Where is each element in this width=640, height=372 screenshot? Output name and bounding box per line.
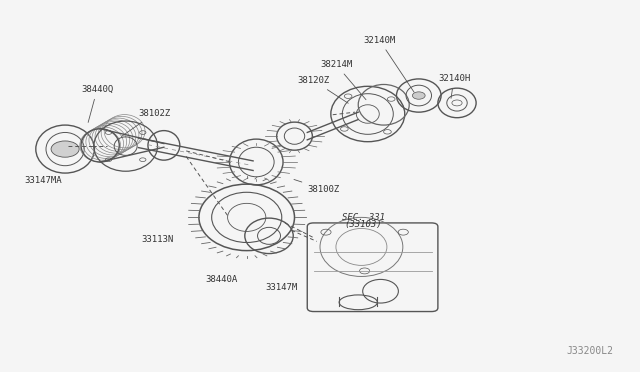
Text: 33147M: 33147M — [266, 283, 298, 292]
Text: 38102Z: 38102Z — [122, 109, 171, 137]
Circle shape — [412, 92, 425, 99]
Circle shape — [51, 141, 79, 157]
Text: 38214M: 38214M — [320, 60, 366, 100]
Text: 33147MA: 33147MA — [24, 176, 61, 185]
Text: (33103): (33103) — [344, 220, 382, 229]
Text: 32140H: 32140H — [438, 74, 470, 98]
Text: 33113N: 33113N — [141, 235, 173, 244]
Text: SEC. 331: SEC. 331 — [342, 213, 385, 222]
Text: 32140M: 32140M — [364, 36, 414, 92]
Text: 38440A: 38440A — [205, 275, 237, 283]
Text: 38440Q: 38440Q — [81, 85, 113, 122]
Text: 38100Z: 38100Z — [294, 179, 339, 193]
Text: 38120Z: 38120Z — [298, 76, 348, 103]
Text: J33200L2: J33200L2 — [566, 346, 613, 356]
